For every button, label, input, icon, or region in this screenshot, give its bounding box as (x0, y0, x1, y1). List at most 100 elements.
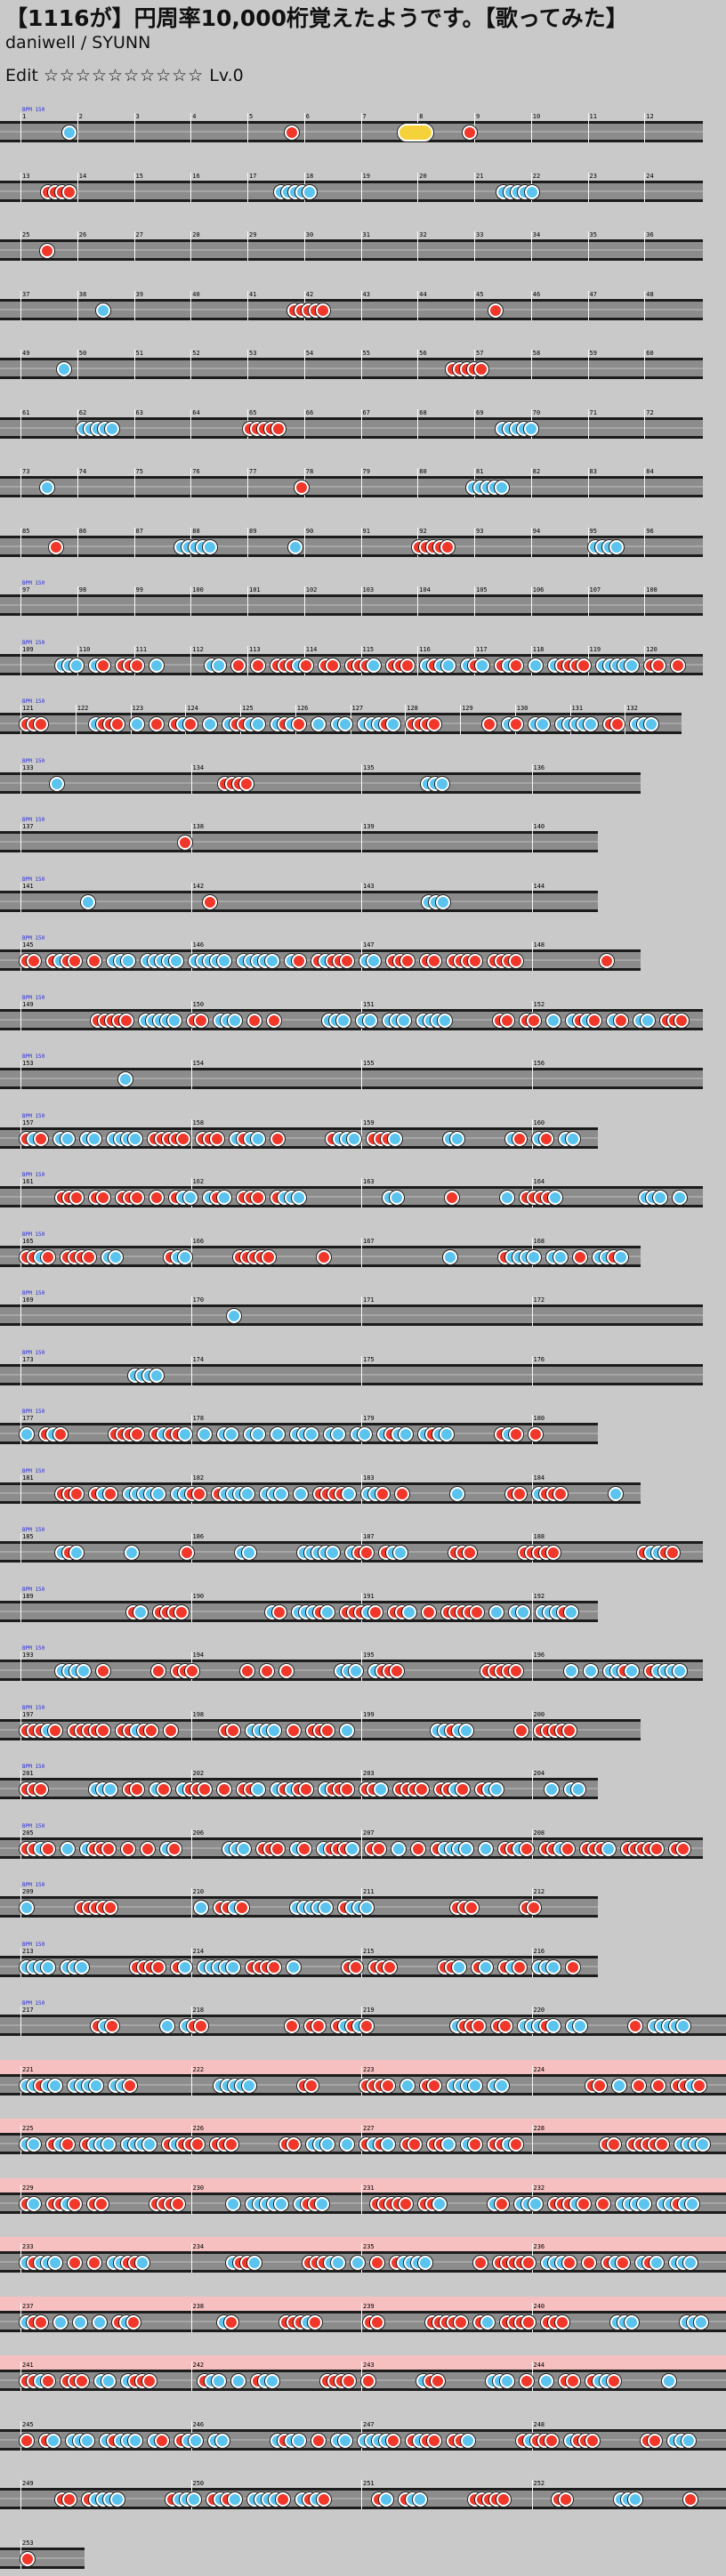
note-lane (0, 890, 598, 912)
bar-line (133, 172, 135, 202)
don-note (315, 303, 330, 318)
ka-note (251, 717, 265, 731)
note-lane (0, 2488, 726, 2509)
don-note (192, 1486, 206, 1501)
bar-line (474, 172, 475, 202)
bar-number: 130 (516, 705, 528, 712)
don-note (82, 1249, 96, 1264)
bar-line (531, 823, 533, 852)
bpm-label: BPM 150 (22, 1764, 45, 1770)
bar-number: 228 (533, 2125, 545, 2132)
bar-number: 102 (305, 586, 318, 594)
ka-note (69, 1546, 84, 1560)
don-note (427, 717, 441, 731)
bar-number: 156 (533, 1060, 545, 1067)
gogo-highlight (0, 2237, 726, 2252)
bar-line (20, 1060, 21, 1089)
ka-note (381, 2137, 395, 2152)
ka-note (363, 1013, 377, 1028)
chart-row: 25 26 27 28 29 30 31 32 33 34 35 36 (0, 223, 703, 268)
ka-note (544, 1782, 559, 1797)
bar-line (190, 231, 192, 261)
don-note (326, 658, 340, 673)
don-note (68, 954, 82, 968)
don-note (126, 2314, 141, 2330)
ka-note (601, 1841, 616, 1856)
bar-number: 42 (305, 290, 314, 298)
artist-credit: daniwell / SYUNN (5, 33, 151, 52)
bar-line (587, 231, 589, 261)
ka-note (340, 2137, 354, 2152)
bar-number: 149 (22, 1000, 34, 1008)
don-note (171, 2196, 185, 2211)
bar-number: 104 (419, 586, 431, 594)
bar-line (133, 586, 135, 616)
bar-number: 154 (192, 1060, 205, 1067)
chart-row: 157 158 159 160 BPM 150 (0, 1111, 598, 1156)
ka-note (553, 1249, 568, 1264)
ka-note (224, 1427, 238, 1441)
ka-note (75, 1959, 89, 1974)
ka-note (653, 1191, 667, 1205)
don-note (149, 1191, 164, 1205)
don-note (304, 2078, 319, 2093)
note-lane (0, 1068, 703, 1089)
don-note (512, 1131, 527, 1146)
don-note (48, 1723, 62, 1738)
ka-note (564, 1664, 578, 1678)
bar-number: 47 (589, 290, 597, 298)
don-note (251, 658, 265, 673)
ka-note (160, 2019, 174, 2033)
don-note (655, 2137, 669, 2152)
don-note (39, 244, 54, 258)
bar-line (247, 586, 248, 616)
bar-number: 67 (362, 408, 370, 416)
don-note (671, 658, 685, 673)
ka-note (226, 1959, 240, 1974)
don-note (284, 125, 299, 140)
bar-number: 8 (419, 113, 424, 120)
bpm-label: BPM 150 (22, 1941, 45, 1948)
bar-number: 25 (22, 231, 30, 238)
bar-number: 16 (192, 172, 200, 180)
bpm-label: BPM 150 (22, 1409, 45, 1415)
don-note (585, 2433, 600, 2448)
bar-number: 125 (242, 705, 254, 712)
ka-note (637, 2196, 651, 2211)
chart-row: 229 230 231 232 (0, 2176, 726, 2221)
lane-guide (0, 545, 703, 547)
bar-number: 119 (589, 645, 601, 653)
bar-number: 86 (78, 527, 87, 535)
bpm-label: BPM 150 (22, 817, 45, 823)
bar-number: 163 (363, 1178, 375, 1185)
don-note (463, 1546, 477, 1560)
don-note (431, 2374, 445, 2388)
don-note (34, 2314, 48, 2330)
ka-note (95, 303, 110, 318)
don-note (607, 2374, 621, 2388)
lane-guide (0, 1314, 703, 1316)
bar-line (531, 2125, 533, 2154)
bar-line (587, 172, 589, 202)
bar-number: 15 (135, 172, 143, 180)
bar-line (190, 763, 192, 794)
ka-note (189, 2433, 203, 2448)
don-note (121, 1841, 135, 1856)
bar-line (530, 468, 532, 497)
ka-note (480, 2314, 495, 2330)
bar-line (247, 468, 248, 497)
ka-note (390, 1191, 404, 1205)
don-note (692, 2078, 706, 2093)
bar-line (417, 408, 419, 439)
bar-number: 89 (249, 527, 257, 535)
don-note (587, 1013, 601, 1028)
bar-number: 161 (22, 1178, 34, 1185)
bar-number: 2 (78, 113, 83, 120)
bar-number: 69 (476, 408, 484, 416)
bar-number: 131 (571, 705, 584, 712)
bar-line (587, 527, 589, 557)
bar-number: 189 (22, 1592, 34, 1600)
bar-line (247, 231, 248, 261)
bar-line (361, 823, 362, 852)
ka-note (662, 2374, 676, 2388)
